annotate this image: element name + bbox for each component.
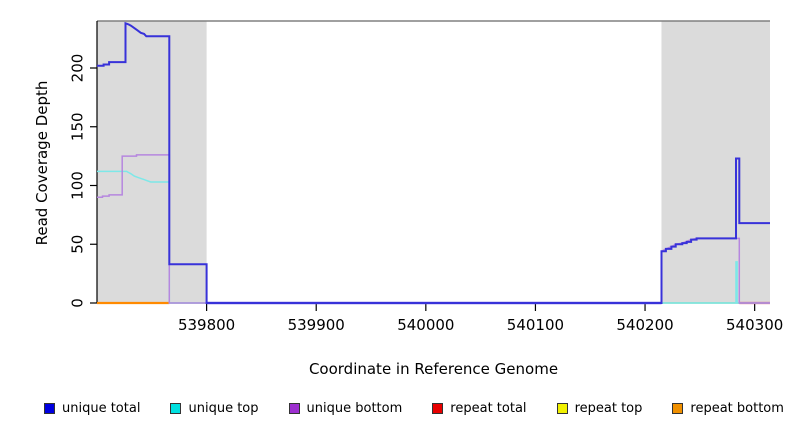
legend-label: repeat bottom	[690, 400, 784, 416]
y-tick-label: 150	[69, 112, 87, 141]
x-tick-label: 540100	[507, 316, 564, 334]
legend-label: unique top	[188, 400, 259, 416]
legend-swatch-unique-bottom	[288, 402, 300, 414]
legend-item-unique-top: unique top	[170, 400, 259, 416]
legend-item-unique-bottom: unique bottom	[288, 400, 403, 416]
legend-swatch-repeat-bottom	[672, 402, 684, 414]
legend-swatch-repeat-top	[556, 402, 568, 414]
legend-item-repeat-total: repeat total	[432, 400, 527, 416]
y-tick-label: 0	[69, 298, 87, 308]
legend-swatch-repeat-total	[432, 402, 444, 414]
series-line-unique-top	[97, 170, 770, 304]
x-tick-label: 540000	[397, 316, 454, 334]
y-axis-title: Read Coverage Depth	[33, 80, 51, 246]
x-tick-label: 539900	[288, 316, 345, 334]
legend-label: unique bottom	[306, 400, 403, 416]
legend: unique total unique top unique bottom repea…	[44, 397, 784, 419]
shaded-region	[661, 21, 770, 303]
legend-item-unique-total: unique total	[44, 401, 140, 416]
legend-label: unique total	[62, 400, 141, 416]
legend-item-repeat-bottom: repeat bottom	[672, 401, 784, 416]
series-line-unique-total	[97, 21, 770, 304]
legend-item-repeat-top: repeat top	[556, 400, 643, 416]
legend-swatch-unique-top	[170, 402, 182, 414]
legend-label: repeat top	[574, 400, 643, 416]
x-axis-title: Coordinate in Reference Genome	[308, 360, 559, 378]
shaded-region	[97, 21, 207, 303]
legend-label: repeat total	[450, 400, 527, 416]
x-tick-label: 539800	[178, 316, 235, 334]
legend-swatch-unique-total	[44, 402, 55, 414]
y-tick-label: 200	[69, 54, 87, 83]
x-tick-label: 540200	[616, 316, 673, 334]
y-tick-label: 50	[69, 235, 87, 254]
x-tick-label: 540300	[726, 316, 783, 334]
y-tick-label: 100	[69, 171, 87, 200]
